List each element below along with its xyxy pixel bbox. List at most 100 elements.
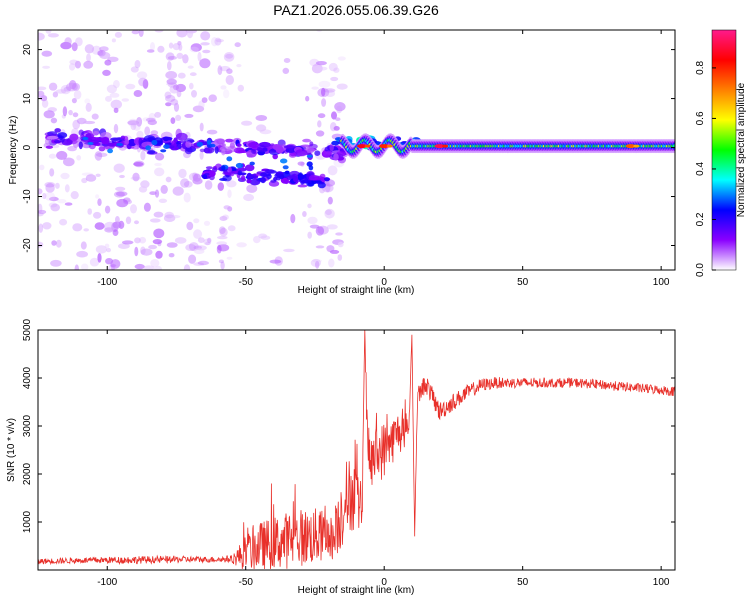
spectrogram-blob [138, 236, 147, 244]
spectrogram-blob [317, 181, 326, 189]
spectrogram-blob [38, 223, 44, 233]
spectrogram-blob [321, 87, 326, 97]
spectrogram-blob [241, 175, 246, 181]
spectrogram-blob [121, 240, 134, 245]
snr-ytick-label: 1000 [22, 510, 33, 533]
spectrogram-blob [386, 144, 393, 148]
spectrogram-blob [55, 239, 62, 248]
spectrogram-blob [113, 123, 119, 134]
spectrogram-blob [91, 113, 99, 120]
spectrogram-blob [154, 265, 162, 270]
spectrogram-blob [148, 112, 156, 122]
spectrogram-blob [164, 91, 172, 99]
spectrogram-blob [112, 229, 119, 237]
spectrogram-blob [184, 113, 194, 118]
spectrogram-blob [215, 39, 224, 43]
spectrogram-x-ticks: -100 -50 0 50 100 [97, 30, 670, 288]
spectrogram-blob [246, 184, 258, 193]
spectrogram-blob [132, 172, 140, 182]
spectrogram-blob [336, 105, 343, 114]
spectrogram-blob [199, 58, 211, 69]
spectrogram-blob [249, 178, 261, 186]
colorbar-tick-label: 0.0 [695, 263, 706, 277]
spectrogram-blob [214, 37, 222, 46]
spectrogram-blob [203, 220, 211, 226]
spectrogram-blob [49, 196, 59, 202]
spectrogram-blob [249, 161, 255, 166]
spectrogram-blob [234, 42, 241, 48]
spectrogram-blob [142, 79, 149, 89]
spectrogram-blob [94, 137, 106, 141]
spectrogram-blob [316, 30, 323, 33]
figure-title: PAZ1.2026.055.06.39.G26 [273, 2, 439, 18]
spectrogram-blob [70, 191, 79, 200]
spectrogram-blob [323, 177, 330, 182]
spectrogram-blob [178, 43, 183, 51]
spectrogram-blob [193, 248, 205, 255]
spectrogram-blob [68, 109, 73, 116]
spectrogram-blob [104, 227, 114, 233]
spectrogram-blob [154, 189, 160, 198]
spectrogram-blob [67, 145, 77, 152]
spectrogram-blob [337, 241, 344, 248]
spectrogram-blob [189, 72, 197, 77]
spectrogram-blob [244, 164, 255, 172]
spectrogram-blob [134, 246, 139, 257]
colorbar-ticks: 0.0 0.2 0.4 0.6 0.8 [695, 29, 737, 277]
spectrogram-blob [154, 167, 165, 177]
spectrogram-blob [337, 254, 343, 261]
spectrogram-blob [266, 173, 272, 180]
spectrogram-blob [149, 191, 157, 196]
spectrogram-blob [203, 147, 215, 154]
spectrogram-blob [185, 244, 197, 251]
spectrogram-blob [307, 203, 312, 209]
spectrogram-blob [207, 170, 216, 178]
spectrogram-blob [82, 136, 89, 141]
spectrogram-blob [52, 91, 59, 98]
spectrogram-blob [317, 120, 322, 128]
spectrogram-blob [216, 138, 226, 145]
spectrogram-blob [284, 170, 290, 175]
spectrogram-blob [89, 257, 100, 267]
spectrogram-blob [71, 42, 78, 52]
colorbar: 0.0 0.2 0.4 0.6 0.8 Normalized spectral ampl… [695, 29, 747, 277]
spectrogram-blob [138, 30, 144, 37]
spectrogram-blob [307, 231, 313, 239]
spectrogram-blob [218, 226, 226, 234]
spectrogram-blob [134, 263, 145, 270]
snr-ytick-label: 4000 [22, 366, 33, 389]
spectrogram-blob [130, 176, 141, 181]
spectrogram-blob [272, 144, 281, 150]
spectrogram-blob [204, 180, 213, 190]
spectrogram-blob [175, 114, 182, 121]
spectrogram-blob [328, 258, 335, 268]
spectrogram-blob [218, 259, 224, 264]
spectrogram-blob [87, 142, 94, 145]
spectrogram-blob [115, 186, 126, 192]
spectrogram-blob [241, 120, 253, 126]
spectrogram-blob [38, 32, 45, 41]
spectrogram-blob [307, 216, 318, 225]
spectrogram-blob [41, 99, 49, 108]
spectrogram-blob [184, 146, 193, 155]
spectrogram-blob [76, 155, 82, 161]
spectrogram-blob [191, 90, 197, 98]
spectrogram-blob [105, 258, 114, 265]
spectrogram-blob [73, 90, 82, 100]
spectrogram-blob [333, 153, 339, 161]
spectrogram-blob [57, 199, 67, 204]
spectrogram-xtick-label: -100 [97, 277, 117, 288]
spectrogram-blob [173, 84, 179, 91]
spectrogram-blob [95, 152, 108, 157]
spectrogram-blob [157, 45, 165, 53]
spectrogram-blob [235, 162, 244, 169]
spectrogram-blob [140, 248, 153, 256]
spectrogram-blob [42, 65, 50, 69]
spectrogram-blob [269, 259, 282, 264]
spectrogram-blob [633, 144, 640, 148]
spectrogram-blob [38, 209, 47, 215]
spectrogram-blob [83, 60, 94, 69]
spectrogram-blob [155, 250, 163, 259]
spectrogram-blob [331, 111, 337, 120]
spectrogram-blob [323, 88, 336, 93]
